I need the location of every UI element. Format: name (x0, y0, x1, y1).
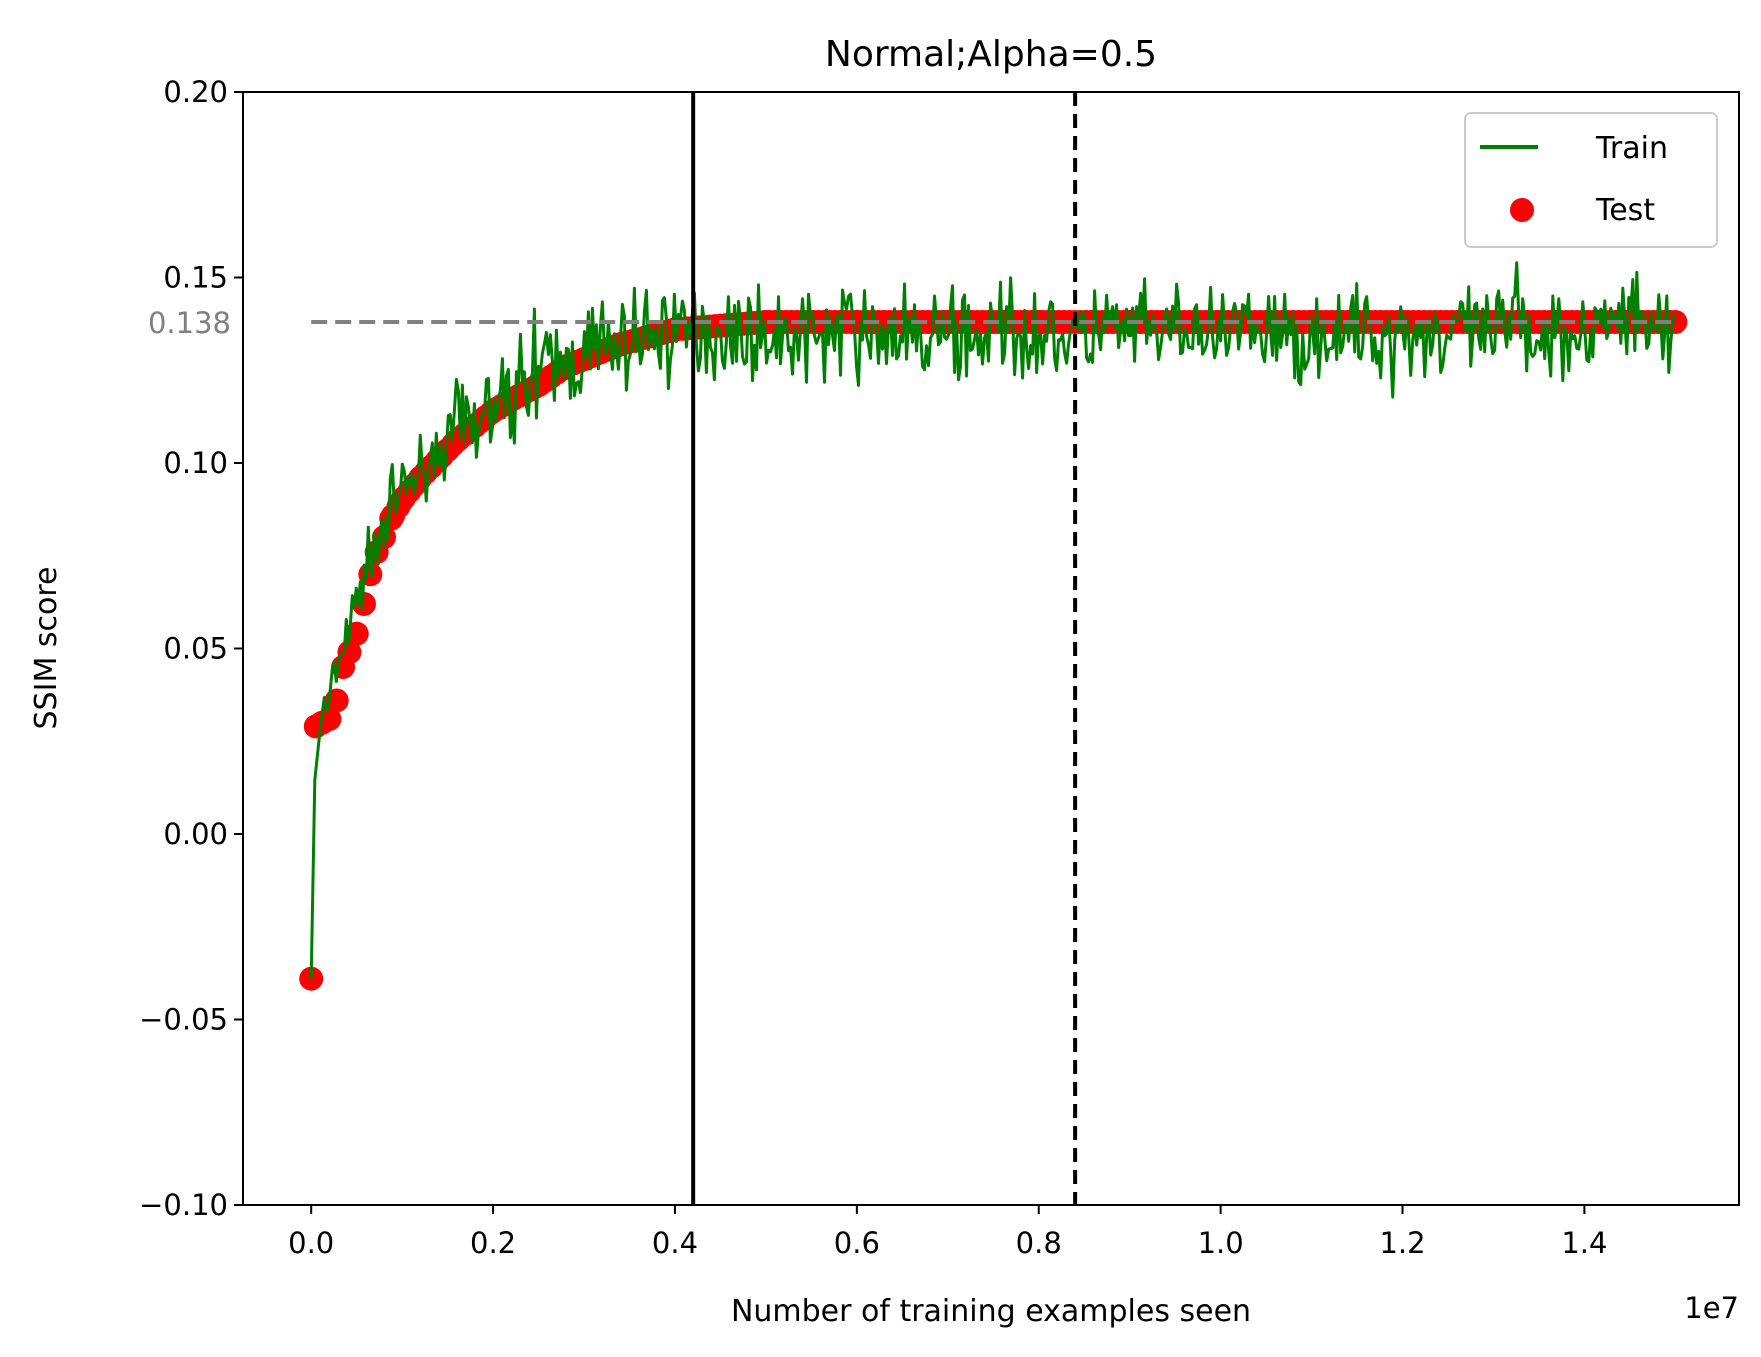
y-axis-title: SSIM score (29, 567, 64, 730)
y-tick-label: −0.10 (139, 1188, 228, 1222)
reference-line-group: 0.138 (148, 306, 1676, 340)
legend-train-label: Train (1595, 131, 1668, 166)
x-tick-label: 0.4 (652, 1226, 698, 1260)
x-axis-offset-label: 1e7 (1684, 1291, 1739, 1325)
plot-area: 0.138 (148, 92, 1688, 1205)
x-tick-label: 0.2 (470, 1226, 516, 1260)
chart-title: Normal;Alpha=0.5 (825, 34, 1157, 75)
y-tick-label: 0.15 (163, 261, 228, 295)
y-tick-label: 0.20 (163, 75, 228, 109)
y-tick-label: 0.05 (163, 632, 228, 666)
x-tick-label: 1.0 (1198, 1226, 1244, 1260)
y-axis-ticks: −0.10 −0.05 0.00 0.05 0.10 0.15 0.20 (139, 75, 243, 1222)
legend: Train Test (1464, 112, 1718, 248)
reference-line-label: 0.138 (148, 306, 231, 340)
x-tick-label: 0.0 (288, 1226, 334, 1260)
y-tick-label: −0.05 (139, 1003, 228, 1037)
legend-box (1464, 112, 1718, 248)
x-axis-title: Number of training examples seen (731, 1294, 1251, 1329)
legend-test-swatch (1510, 198, 1534, 222)
legend-test-label: Test (1595, 193, 1655, 228)
x-tick-label: 1.2 (1379, 1226, 1425, 1260)
y-tick-label: 0.10 (163, 446, 228, 480)
y-tick-label: 0.00 (163, 817, 228, 851)
x-tick-label: 0.8 (1016, 1226, 1062, 1260)
vertical-lines (691, 92, 1078, 1205)
x-axis-ticks: 0.0 0.2 0.4 0.6 0.8 1.0 1.2 1.4 (288, 1205, 1607, 1260)
x-tick-label: 0.6 (834, 1226, 880, 1260)
x-tick-label: 1.4 (1561, 1226, 1607, 1260)
